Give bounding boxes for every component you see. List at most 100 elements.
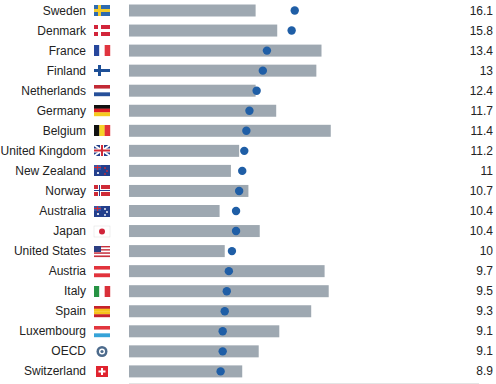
- data-label: 10: [480, 244, 494, 258]
- dot: [221, 307, 229, 315]
- flag: [94, 266, 110, 277]
- data-labels: 16.115.813.41312.411.711.411.21110.710.4…: [470, 4, 494, 379]
- bar: [129, 365, 242, 377]
- data-label: 16.1: [470, 4, 494, 18]
- data-label: 9.1: [476, 324, 493, 338]
- category-labels: Sweden Denmark France Finland Netherlands Ger…: [1, 4, 87, 379]
- dot: [242, 127, 250, 135]
- data-label: 9.5: [476, 284, 493, 298]
- dot: [228, 247, 236, 255]
- data-label: 10.4: [470, 224, 494, 238]
- category-label: United States: [14, 244, 86, 258]
- category-label: Sweden: [43, 4, 86, 18]
- data-label: 11: [481, 164, 494, 178]
- category-label: New Zealand: [15, 164, 86, 178]
- flag: [94, 246, 110, 257]
- dot: [252, 87, 260, 95]
- category-label: Luxembourg: [19, 324, 86, 338]
- category-label: Germany: [37, 104, 86, 118]
- category-label: Italy: [64, 284, 86, 298]
- bar: [129, 265, 325, 277]
- dot: [245, 107, 253, 115]
- flag: [94, 206, 110, 217]
- category-label: United Kingdom: [1, 144, 86, 158]
- bar: [129, 65, 316, 77]
- category-label: Belgium: [43, 124, 86, 138]
- category-label: Switzerland: [24, 364, 86, 378]
- flag: [94, 306, 110, 317]
- bar: [129, 225, 260, 237]
- data-label: 11.2: [471, 144, 494, 158]
- flag: [94, 25, 110, 36]
- dot: [216, 367, 224, 375]
- data-label: 9.3: [476, 304, 493, 318]
- flag: [94, 185, 110, 196]
- bar: [129, 145, 239, 157]
- bar: [129, 25, 277, 37]
- category-label: Netherlands: [21, 84, 86, 98]
- dot: [259, 66, 267, 74]
- dot: [218, 347, 226, 355]
- bar: [129, 245, 225, 257]
- bar: [129, 285, 329, 297]
- flag: [94, 286, 110, 297]
- flag: [94, 45, 110, 56]
- flag: [94, 65, 110, 76]
- dot: [287, 26, 295, 34]
- category-label: Finland: [47, 64, 86, 78]
- flag: [94, 5, 110, 16]
- chart: Sweden Denmark France Finland Netherlands Ger…: [0, 0, 496, 384]
- data-label: 15.8: [470, 24, 494, 38]
- data-label: 9.1: [476, 344, 493, 358]
- category-label: Spain: [55, 304, 86, 318]
- category-label: Japan: [53, 224, 86, 238]
- category-label: France: [49, 44, 87, 58]
- category-label: Denmark: [37, 24, 87, 38]
- data-label: 11.4: [471, 124, 494, 138]
- flag: [96, 366, 108, 377]
- data-label: 9.7: [476, 264, 493, 278]
- dot: [225, 267, 233, 275]
- flag: [94, 125, 110, 136]
- category-label: Norway: [45, 184, 86, 198]
- flag: [94, 145, 110, 156]
- category-label: Austria: [49, 264, 87, 278]
- dot: [263, 46, 271, 54]
- axis-line: [129, 383, 479, 384]
- dot: [232, 207, 240, 215]
- dot: [218, 327, 226, 335]
- data-label: 13: [480, 64, 494, 78]
- data-label: 8.9: [476, 364, 493, 378]
- data-label: 10.7: [470, 184, 494, 198]
- flag: [94, 85, 110, 96]
- bar: [129, 5, 256, 17]
- dot: [238, 167, 246, 175]
- plot-area: [129, 5, 331, 378]
- category-label: OECD: [51, 344, 86, 358]
- bar: [129, 185, 248, 197]
- flag: [94, 226, 110, 237]
- data-label: 13.4: [470, 44, 494, 58]
- bar: [129, 205, 220, 217]
- flag: [94, 326, 110, 337]
- dot: [232, 227, 240, 235]
- bar: [129, 345, 259, 357]
- category-label: Australia: [39, 204, 86, 218]
- bar: [129, 125, 331, 137]
- dot: [240, 147, 248, 155]
- data-label: 11.7: [471, 104, 494, 118]
- flag: [97, 346, 108, 357]
- flag: [94, 165, 110, 176]
- bar: [129, 305, 311, 317]
- dot: [235, 187, 243, 195]
- dot: [223, 287, 231, 295]
- flag: [94, 105, 110, 116]
- bar: [129, 165, 231, 177]
- dot: [291, 6, 299, 14]
- bar: [129, 45, 322, 57]
- bar: [129, 105, 276, 117]
- bar: [129, 325, 279, 337]
- data-label: 10.4: [470, 204, 494, 218]
- bar: [129, 85, 256, 97]
- flags: [94, 5, 110, 377]
